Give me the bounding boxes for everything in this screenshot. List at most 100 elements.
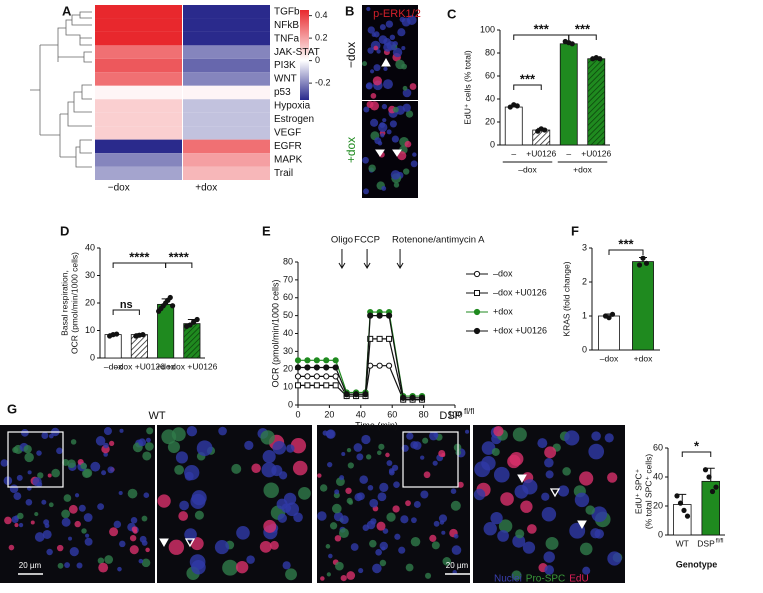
- cell: [32, 477, 42, 487]
- cell: [585, 505, 595, 515]
- cell: [146, 427, 154, 435]
- cell: [545, 470, 554, 479]
- cell: [83, 513, 93, 522]
- bracket: [165, 262, 193, 268]
- cell: [401, 46, 406, 51]
- data-point: [684, 513, 691, 519]
- cell: [591, 506, 608, 523]
- cell: [119, 540, 126, 548]
- row-label: PI3K: [274, 60, 296, 71]
- cell: [473, 488, 486, 501]
- cell: [481, 455, 496, 471]
- cell: [379, 541, 388, 551]
- marker: [367, 312, 374, 319]
- cell: [451, 545, 462, 555]
- stain-label: Nuclei: [494, 574, 522, 585]
- y-tick-label: 40: [485, 93, 495, 103]
- marker: [418, 394, 426, 401]
- bar: [559, 43, 578, 146]
- cell: [362, 61, 368, 67]
- cell: [365, 83, 373, 90]
- cell: [90, 461, 101, 472]
- cell: [402, 88, 412, 98]
- cell: [541, 507, 557, 522]
- cell: [386, 512, 396, 522]
- cell: [432, 460, 438, 466]
- panel-label: C: [447, 6, 457, 21]
- cell: [81, 528, 87, 534]
- bracket: [608, 249, 644, 255]
- cell: [423, 471, 431, 479]
- cell: [372, 563, 382, 574]
- cell: [56, 447, 63, 455]
- cell: [70, 439, 77, 445]
- cell: [388, 468, 395, 474]
- cell: [129, 534, 137, 542]
- x-tick-label: +dox: [634, 353, 653, 363]
- cell: [498, 519, 513, 533]
- cell: [376, 521, 386, 531]
- cell: [441, 530, 446, 535]
- cell: [13, 492, 22, 500]
- cell: [46, 548, 53, 556]
- y-axis-label: OCR (pmol/min/1000 cells): [69, 252, 79, 354]
- cell: [346, 497, 353, 504]
- x-tick-label: –: [566, 148, 571, 158]
- error-bar: [706, 467, 715, 482]
- cell: [68, 504, 78, 514]
- y-tick-label: 100: [480, 24, 495, 34]
- cell: [11, 516, 19, 524]
- row-label: NFkB: [274, 20, 299, 31]
- marker: [323, 373, 330, 380]
- bar: [598, 315, 620, 351]
- data-point: [706, 474, 712, 480]
- cell: [401, 17, 411, 27]
- y-axis-label: KRAS (fold change): [561, 261, 571, 336]
- legend-label: +dox: [493, 306, 513, 316]
- panel-label: A: [62, 3, 72, 18]
- marker: [332, 357, 339, 364]
- cell: [109, 440, 115, 446]
- y-tick-label: 0: [490, 139, 495, 149]
- cell: [36, 450, 42, 456]
- cell: [512, 427, 527, 442]
- row-label: p53: [274, 87, 291, 98]
- cell: [604, 433, 614, 443]
- cell: [34, 512, 39, 517]
- cell: [74, 520, 81, 528]
- marker: [332, 382, 339, 389]
- row-label: VEGF: [274, 128, 301, 139]
- y-tick-label: 80: [485, 47, 495, 57]
- cell: [450, 500, 461, 511]
- cell: [356, 453, 364, 461]
- cell: [433, 520, 440, 527]
- cell: [61, 517, 71, 527]
- y-axis-label: Basal respiration,: [59, 270, 69, 336]
- cell: [338, 528, 349, 539]
- colorbar: [300, 10, 309, 100]
- y-tick-label: 10: [283, 382, 293, 392]
- cell: [405, 563, 414, 572]
- cell: [377, 140, 383, 146]
- cell: [98, 562, 109, 573]
- marker: [313, 357, 320, 364]
- marker: [294, 357, 302, 364]
- cell: [543, 551, 555, 563]
- cell: [16, 474, 23, 481]
- cell: [402, 85, 408, 91]
- y-tick-label: 3: [582, 242, 587, 252]
- cell: [184, 528, 197, 541]
- cell: [361, 434, 371, 445]
- y-tick-label: 10: [85, 325, 95, 335]
- heatmap-cell: [95, 99, 183, 113]
- data-point: [709, 488, 716, 495]
- heatmap-cell: [182, 45, 270, 59]
- cell: [397, 28, 406, 37]
- annotation: Rotenone/antimycin A: [392, 235, 485, 246]
- cell: [325, 544, 331, 549]
- row-label: JAK-STAT: [274, 47, 320, 58]
- cell: [557, 485, 570, 497]
- cell: [107, 466, 115, 474]
- heatmap-cell: [95, 72, 183, 86]
- cell: [410, 441, 418, 449]
